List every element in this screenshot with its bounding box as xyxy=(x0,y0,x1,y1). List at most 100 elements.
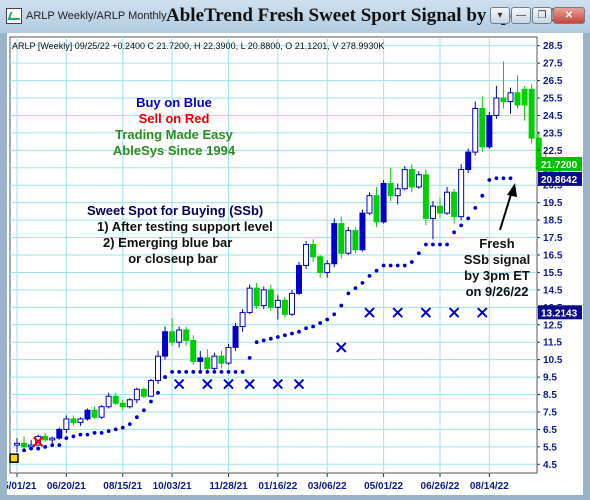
stop-cross xyxy=(420,307,432,318)
support-dot xyxy=(424,242,428,247)
support-dot xyxy=(205,369,210,374)
support-dot xyxy=(120,425,125,430)
support-dot xyxy=(198,369,203,374)
cross-stroke xyxy=(293,378,305,390)
candle-body xyxy=(373,195,380,223)
support-dot xyxy=(416,251,421,256)
cross-stroke xyxy=(244,378,255,390)
y-tick-label: 19.5 xyxy=(543,198,563,209)
candle-body xyxy=(225,346,232,364)
support-dot xyxy=(212,369,217,374)
dropdown-button[interactable]: ▾ xyxy=(490,7,510,24)
y-tick-label: 6.5 xyxy=(543,425,557,436)
y-tick-label: 12.5 xyxy=(543,320,563,331)
support-dot xyxy=(508,176,513,181)
legend-since: AbleSys Since 1994 xyxy=(113,143,236,158)
legend-sell: Sell on Red xyxy=(139,111,210,126)
candle-body xyxy=(296,264,302,294)
support-dot xyxy=(92,430,97,435)
support-dot xyxy=(64,436,69,441)
candle-body xyxy=(140,388,147,397)
candle-body xyxy=(267,289,274,308)
stop-cross xyxy=(223,378,234,390)
candle-body xyxy=(493,97,500,116)
support-dot xyxy=(501,176,506,181)
support-dot xyxy=(142,408,146,413)
stop-cross xyxy=(272,378,284,390)
candle-body xyxy=(197,357,204,362)
y-tick-label: 9.5 xyxy=(543,373,557,384)
support-dot xyxy=(85,432,90,437)
ssb-rule-2: 2) Emerging blue bar xyxy=(103,235,232,250)
y-tick-label: 10.5 xyxy=(543,355,563,366)
support-dot xyxy=(452,230,456,235)
candle-body xyxy=(500,97,507,103)
sell-cross xyxy=(32,436,44,447)
candle-body xyxy=(190,339,197,362)
stop-price-tag: 13.2143 xyxy=(541,308,578,319)
support-dot xyxy=(487,178,492,182)
x-tick-label: 05/01/22 xyxy=(364,481,403,492)
candle-body xyxy=(56,428,63,439)
x-tick-label: 08/15/21 xyxy=(103,481,142,492)
price-axis: 28.527.526.525.524.523.522.521.520.519.5… xyxy=(537,41,563,471)
chart-title: AbleTrend Fresh Sweet Sport Signal by 3p… xyxy=(166,5,558,26)
candle-body xyxy=(42,435,49,441)
support-dot xyxy=(113,427,118,432)
candle-body xyxy=(458,169,465,218)
candle-body xyxy=(408,169,415,188)
stop-cross xyxy=(336,342,347,353)
candle-body xyxy=(437,205,443,214)
candle-body xyxy=(514,92,521,106)
candle-body xyxy=(345,230,352,254)
support-dot xyxy=(184,369,189,374)
price-chart[interactable]: 28.527.526.525.524.523.522.521.520.519.5… xyxy=(0,33,583,495)
support-dot xyxy=(290,331,294,336)
last-price-tag-box xyxy=(538,156,582,171)
candle-body xyxy=(260,289,267,307)
cross-stroke xyxy=(223,378,234,390)
y-tick-label: 22.5 xyxy=(543,146,563,157)
legend-easy: Trading Made Easy xyxy=(115,127,234,142)
support-dot xyxy=(177,369,182,374)
y-tick-label: 15.5 xyxy=(543,268,563,279)
ssb-rule-1: 1) After testing support level xyxy=(97,219,273,234)
window-title: ARLP Weekly/ARLP Monthly xyxy=(26,10,167,22)
candle-body xyxy=(91,409,98,418)
title-bar[interactable]: ARLP Weekly/ARLP Monthly AbleTrend Fresh… xyxy=(0,0,590,33)
y-tick-label: 11.5 xyxy=(543,338,562,349)
candle-body xyxy=(126,399,133,408)
candle-body xyxy=(49,437,56,441)
x-tick-label: 05/01/21 xyxy=(7,481,37,492)
signal-line-3: by 3pm ET xyxy=(464,268,530,283)
support-dot xyxy=(367,274,372,278)
chart-panel[interactable]: 28.527.526.525.524.523.522.521.520.519.5… xyxy=(0,33,583,495)
candle-body xyxy=(317,256,324,273)
maximize-button[interactable]: ❐ xyxy=(532,7,552,24)
close-button[interactable]: ✕ xyxy=(553,7,585,24)
candle-body xyxy=(147,380,154,397)
support-price-tag: 20.8642 xyxy=(541,175,578,186)
candle-body xyxy=(84,409,91,420)
support-dot xyxy=(445,242,449,247)
chart-marks xyxy=(9,61,549,463)
signal-line-1: Fresh xyxy=(479,236,514,251)
y-tick-label: 8.5 xyxy=(543,390,557,401)
support-dot xyxy=(226,369,231,374)
support-dot xyxy=(325,317,330,322)
support-dot xyxy=(191,369,196,374)
y-tick-label: 25.5 xyxy=(543,94,563,105)
support-dot xyxy=(459,223,464,228)
signal-line-2: SSb signal xyxy=(464,252,530,267)
candle-body xyxy=(218,355,225,364)
support-dot xyxy=(311,324,315,329)
minimize-button[interactable]: — xyxy=(511,7,531,24)
candle-body xyxy=(21,442,28,448)
x-tick-label: 10/03/21 xyxy=(153,481,192,492)
candle-body xyxy=(451,191,458,218)
support-dot xyxy=(346,291,351,296)
candle-body xyxy=(253,287,260,307)
support-dot xyxy=(409,260,414,264)
support-dot xyxy=(219,369,224,374)
